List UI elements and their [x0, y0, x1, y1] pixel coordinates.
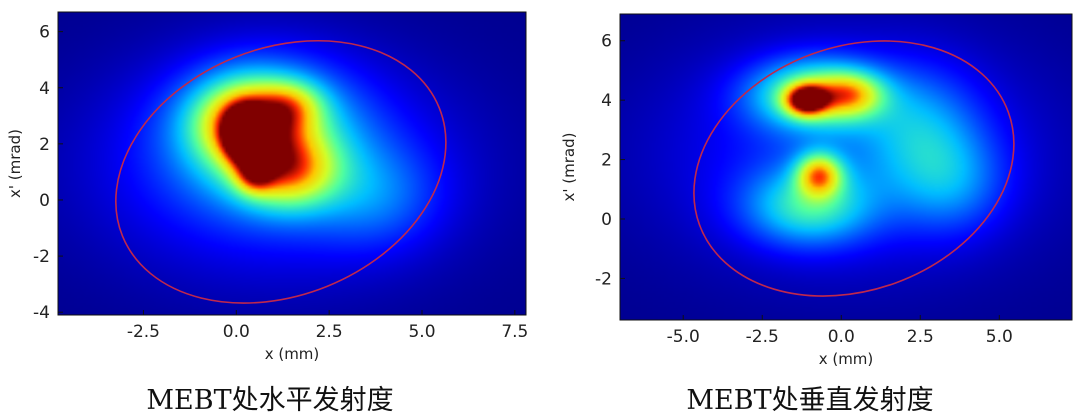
- emittance-ellipse: [115, 39, 447, 304]
- x-tick-label: -5.0: [667, 327, 700, 347]
- plot-frame: [57, 11, 527, 316]
- x-tick-label: 5.0: [986, 327, 1013, 347]
- x-axis-label: x (mm): [819, 350, 874, 368]
- x-tick-label: -2.5: [746, 327, 779, 347]
- emittance-ellipse: [693, 40, 1015, 297]
- x-tick-label: 7.5: [501, 322, 528, 342]
- heatmap-svg-horizontal: -2.5 0.0 2.5 5.0 7.5 -4 -2 0 2 4 6 x (mm) x' (mrad): [6, 11, 528, 363]
- y-tick-label: 4: [39, 79, 50, 99]
- y-tick-label: 0: [39, 191, 50, 211]
- x-tick-label: 0.0: [223, 322, 250, 342]
- y-axis-label: x' (mrad): [560, 133, 578, 202]
- y-tick-label: -4: [33, 303, 50, 323]
- plot-frame: [619, 13, 1073, 321]
- y-tick-label: -2: [595, 269, 612, 289]
- x-tick-label: -2.5: [127, 322, 160, 342]
- caption-horizontal: MEBT处水平发射度: [146, 385, 394, 416]
- heatmap-image: [58, 12, 526, 315]
- y-tick-label: 2: [601, 151, 612, 171]
- y-tick-label: 0: [601, 210, 612, 230]
- heatmap-svg-vertical: -5.0 -2.5 0.0 2.5 5.0 -2 0 2 4 6 x (mm) x' (mrad): [560, 13, 1073, 368]
- y-tick-label: 6: [39, 23, 50, 43]
- x-tick-label: 5.0: [408, 322, 435, 342]
- heatmap-image: [620, 14, 1072, 320]
- x-tick-label: 2.5: [907, 327, 934, 347]
- y-tick-label: 2: [39, 135, 50, 155]
- y-axis-label: x' (mrad): [6, 129, 24, 198]
- emittance-plot-vertical: -5.0 -2.5 0.0 2.5 5.0 -2 0 2 4 6 x (mm) x' (mrad) M…: [540, 0, 1080, 418]
- y-tick-label: -2: [33, 247, 50, 267]
- caption-vertical: MEBT处垂直发射度: [686, 385, 934, 416]
- x-axis-label: x (mm): [265, 345, 320, 363]
- emittance-plot-horizontal: -2.5 0.0 2.5 5.0 7.5 -4 -2 0 2 4 6 x (mm) x' (mrad) …: [6, 11, 528, 416]
- x-tick-label: 0.0: [828, 327, 855, 347]
- y-tick-label: 4: [601, 91, 612, 111]
- x-tick-label: 2.5: [316, 322, 343, 342]
- y-tick-label: 6: [601, 32, 612, 52]
